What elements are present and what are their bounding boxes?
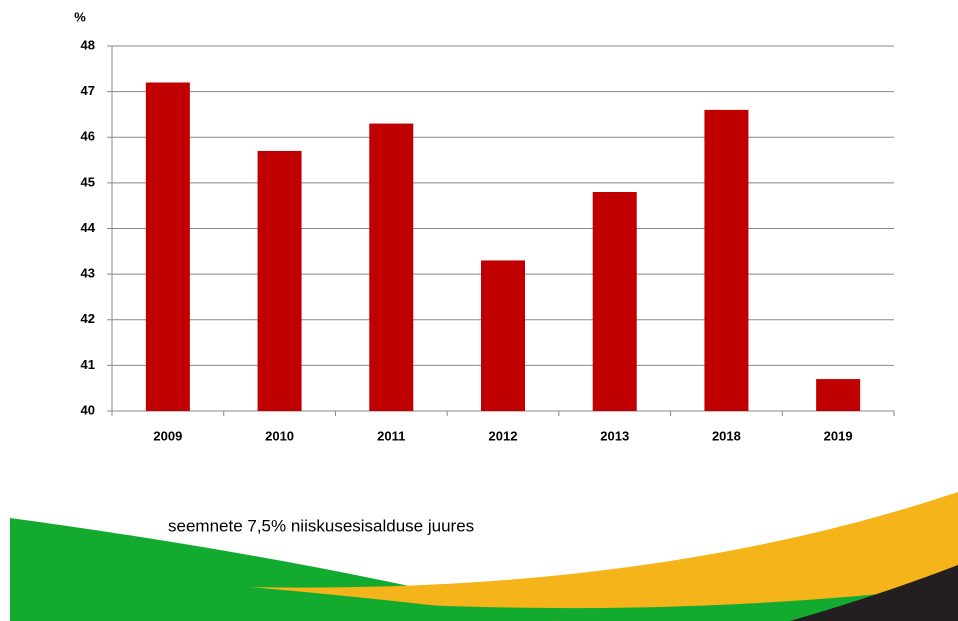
y-tick-label: 48 [81, 37, 95, 52]
x-tick-label: 2012 [489, 428, 518, 443]
y-tick-label: 41 [81, 357, 95, 372]
bar [145, 82, 190, 411]
annotation: seemnete 7,5% niiskusesisalduse juures [168, 516, 474, 535]
y-tick-label: 46 [81, 129, 95, 144]
decor-yellow [250, 492, 958, 621]
x-tick-label: 2010 [265, 428, 294, 443]
bar [257, 150, 302, 411]
x-tick-label: 2011 [377, 428, 405, 443]
y-tick-label: 40 [81, 402, 95, 417]
bar [369, 123, 414, 411]
bar [704, 109, 749, 411]
x-tick-label: 2019 [824, 428, 853, 443]
bar [592, 192, 637, 411]
decor-green-strip [300, 590, 958, 621]
y-tick-label: 43 [81, 266, 95, 281]
decor-black [790, 565, 958, 621]
y-axis-label: % [74, 9, 86, 24]
x-tick-label: 2013 [600, 428, 629, 443]
y-tick-label: 45 [81, 174, 95, 189]
bar [816, 379, 861, 411]
y-tick-label: 44 [81, 220, 96, 235]
bar [481, 260, 525, 411]
y-tick-label: 42 [81, 311, 95, 326]
x-tick-label: 2009 [153, 428, 182, 443]
x-tick-label: 2018 [712, 428, 741, 443]
y-tick-label: 47 [81, 83, 95, 98]
